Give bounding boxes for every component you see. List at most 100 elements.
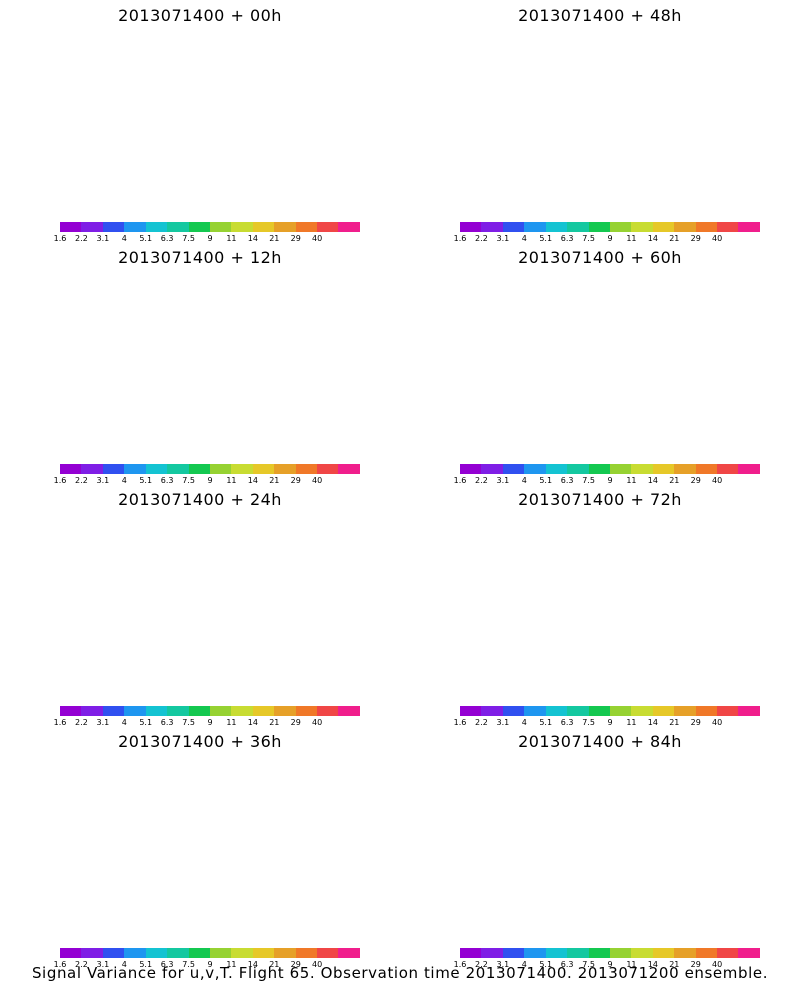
- island: [229, 547, 236, 554]
- colorbar-swatch: [674, 948, 696, 958]
- colorbar-tick-label: 21: [669, 234, 680, 243]
- colorbar-tick-label: 29: [690, 960, 701, 969]
- island: [237, 317, 244, 324]
- colorbar-swatch: [102, 464, 125, 474]
- island: [621, 55, 628, 62]
- variance-blob: [573, 118, 597, 162]
- island: [221, 297, 228, 304]
- island: [637, 317, 644, 324]
- variance-blob: [611, 873, 669, 900]
- island: [667, 561, 674, 568]
- island: [267, 77, 274, 84]
- variance-blob: [295, 601, 324, 627]
- colorbar-swatch: [588, 948, 610, 958]
- colorbar-swatch: [524, 948, 546, 958]
- colorbar-swatch: [609, 948, 632, 958]
- variance-blob: [573, 602, 597, 646]
- panel-title: 2013071400 + 00h: [118, 6, 282, 25]
- colorbar-swatch: [252, 706, 275, 716]
- island: [221, 55, 228, 62]
- island: [651, 795, 658, 802]
- colorbar-swatch: [81, 948, 103, 958]
- colorbar-swatch: [167, 706, 189, 716]
- island: [667, 319, 674, 326]
- colorbar-tick-label: 7.5: [182, 960, 195, 969]
- colorbar-tick-label: 9: [607, 234, 613, 243]
- colorbar: [460, 464, 760, 474]
- colorbar: [460, 948, 760, 958]
- colorbar-swatch: [652, 222, 675, 232]
- colorbar-tick-label: 5.1: [539, 234, 553, 243]
- colorbar-tick-label: 21: [269, 476, 280, 485]
- island: [279, 553, 286, 560]
- colorbar-swatch: [502, 464, 525, 474]
- variance-blob: [497, 149, 544, 171]
- colorbar-swatch: [481, 706, 503, 716]
- panel-title: 2013071400 + 60h: [518, 248, 682, 267]
- colorbar-swatch: [717, 222, 739, 232]
- variance-blob: [526, 547, 574, 571]
- panel-title: 2013071400 + 24h: [118, 490, 282, 509]
- colorbar-swatch: [588, 706, 610, 716]
- colorbar-tick-label: 5.1: [139, 234, 153, 243]
- colorbar-tick-label: 1.6: [453, 718, 467, 727]
- colorbar-tick-label: 6.3: [560, 718, 574, 727]
- island: [687, 567, 694, 574]
- island: [237, 559, 244, 566]
- island: [251, 69, 258, 76]
- polar-map: [400, 0, 800, 220]
- variance-blob: [716, 332, 745, 372]
- colorbar-swatch: [252, 464, 275, 474]
- polar-map: [0, 726, 400, 946]
- variance-blob: [548, 334, 592, 350]
- colorbar-swatch: [102, 222, 125, 232]
- variance-blob: [601, 82, 659, 109]
- panel-title: 2013071400 + 12h: [118, 248, 282, 267]
- colorbar-tick-label: 14: [247, 234, 258, 243]
- island: [651, 311, 658, 318]
- variance-blob: [101, 345, 128, 360]
- colorbar-swatch: [460, 948, 482, 958]
- variance-blob: [205, 809, 255, 833]
- colorbar-swatch: [124, 222, 146, 232]
- map-panel: 2013071400 + 84h 1.6 2.2 3.1 4 5.1 6.3 7.5 9 11 14…: [400, 726, 800, 969]
- colorbar-swatch: [545, 948, 568, 958]
- colorbar-swatch: [338, 222, 360, 232]
- island: [267, 803, 274, 810]
- variance-blob: [493, 389, 547, 414]
- coastline-layer: [62, 297, 346, 395]
- variance-blob: [646, 849, 713, 883]
- colorbar-swatch: [609, 706, 632, 716]
- coastline: [140, 322, 244, 346]
- colorbar-tick-label: 4: [521, 234, 527, 243]
- map-panel: 2013071400 + 72h 1.6 2.2 3.1 4 5.1 6.3 7.5 9 11 14…: [400, 484, 800, 727]
- variance-blob: [692, 840, 728, 872]
- colorbar-swatch: [524, 706, 546, 716]
- colorbar-tick-label: 1.6: [53, 234, 67, 243]
- polar-map: [400, 484, 800, 704]
- colorbar-labels: 1.6 2.2 3.1 4 5.1 6.3 7.5 9 11 14 21 29 40: [454, 718, 760, 728]
- island: [251, 311, 258, 318]
- island: [629, 305, 636, 312]
- colorbar-tick-label: 14: [247, 960, 258, 969]
- colorbar-swatch: [145, 948, 168, 958]
- variance-blob: [151, 335, 189, 349]
- colorbar-tick-label: 40: [312, 960, 323, 969]
- variance-blob: [464, 806, 536, 846]
- colorbar-tick-label: 29: [290, 718, 301, 727]
- map-panel: 2013071400 + 48h 1.6 2.2 3.1 4 5.1 6.3 7.5 9 11 14…: [400, 0, 800, 243]
- variance-blob: [299, 362, 321, 382]
- colorbar-tick-label: 11: [226, 960, 237, 969]
- island: [243, 541, 250, 548]
- island: [687, 325, 694, 332]
- island: [287, 83, 294, 90]
- variance-blob: [155, 95, 185, 106]
- colorbar-swatch: [317, 948, 339, 958]
- colorbar-tick-label: 7.5: [182, 718, 195, 727]
- variance-blob: [684, 572, 716, 596]
- map-panel: 2013071400 + 24h 1.6 2.2 3.1 4 5.1 6.3 7.5 9 11 14…: [0, 484, 400, 727]
- colorbar-tick-label: 2.2: [75, 476, 88, 485]
- colorbar-swatch: [524, 222, 546, 232]
- colorbar-tick-label: 29: [290, 960, 301, 969]
- colorbar-swatch: [102, 706, 125, 716]
